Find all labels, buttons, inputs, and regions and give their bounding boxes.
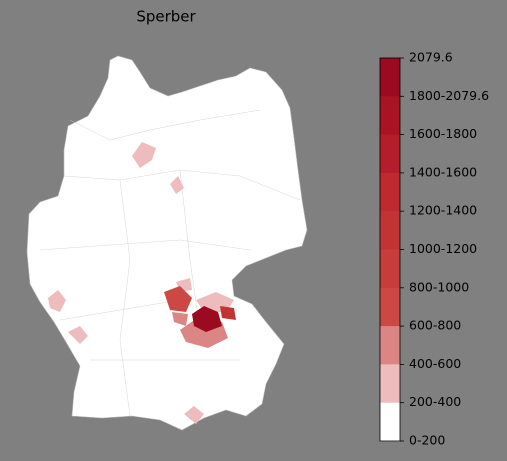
colorbar-segment [380, 134, 400, 174]
colorbar-segment [380, 287, 400, 327]
district [192, 306, 222, 332]
district [48, 290, 66, 312]
colorbar-segment [380, 249, 400, 289]
district [68, 326, 88, 344]
district-borders [39, 109, 301, 417]
district [220, 306, 236, 320]
colorbar-label: 2079.6 [409, 50, 453, 65]
colorbar-segment [380, 364, 400, 404]
colorbar-label: 1800-2079.6 [409, 88, 489, 103]
colorbar-segment [380, 172, 400, 212]
germany-map [26, 55, 308, 431]
colorbar-segment [380, 96, 400, 136]
colorbar: 2079.6 1800-2079.6 1600-1800 1400-1600 1200-… [379, 50, 489, 448]
district [170, 176, 184, 194]
colorbar-label: 600-800 [409, 318, 461, 333]
colorbar-label: 200-400 [409, 394, 461, 409]
colorbar-segment [380, 211, 400, 250]
colorbar-label: 800-1000 [409, 279, 469, 294]
colorbar-segment [380, 326, 400, 365]
district [132, 142, 156, 168]
country-outline [26, 55, 308, 431]
district [172, 312, 188, 326]
district [164, 286, 192, 312]
colorbar-label: 1400-1600 [409, 164, 477, 179]
colorbar-label: 1000-1200 [409, 241, 477, 256]
colorbar-label: 400-600 [409, 356, 461, 371]
district [184, 406, 204, 424]
colorbar-label: 0-200 [409, 433, 445, 448]
colorbar-label: 1600-1800 [409, 126, 477, 141]
colorbar-segment [380, 402, 400, 442]
map-title: Sperber [136, 8, 196, 26]
colorbar-label: 1200-1400 [409, 203, 477, 218]
colorbar-segment [380, 58, 400, 97]
